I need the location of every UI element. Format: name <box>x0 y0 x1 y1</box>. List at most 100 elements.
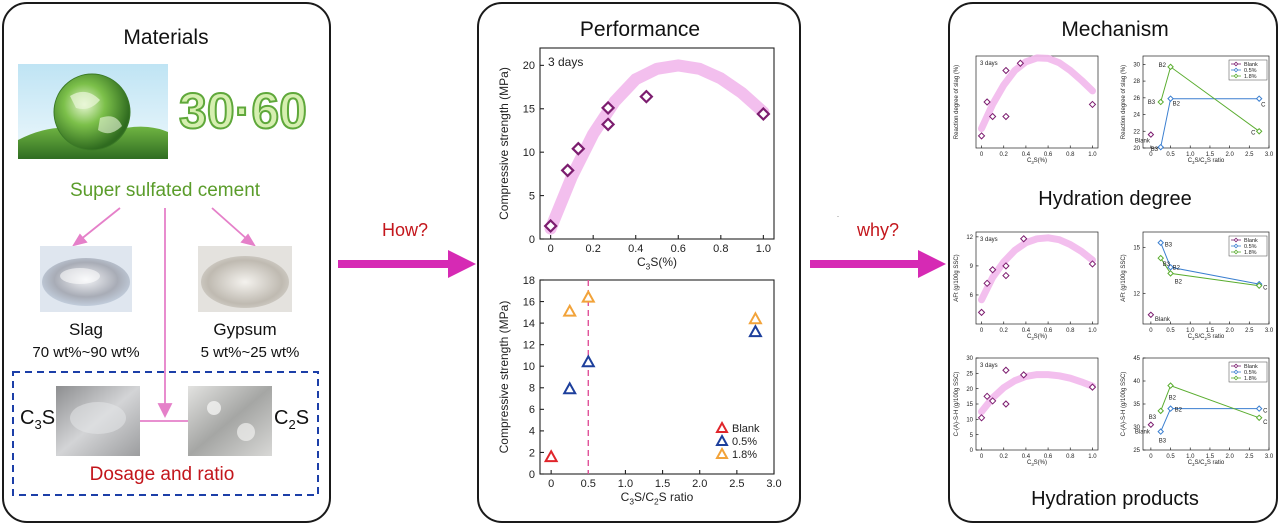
gypsum-label: Gypsum <box>213 320 276 339</box>
x-tick-label: 0.2 <box>586 243 601 255</box>
performance-top-chart: 0 0.2 0.4 0.6 0.8 1.0 0 5 10 15 20 C3S(%) Compressiv… <box>497 47 775 272</box>
legend-marker <box>715 446 729 459</box>
y-tick-label: 30 <box>966 356 973 362</box>
x-tick-label: 3.0 <box>766 478 781 490</box>
data-point-diamond <box>977 414 986 422</box>
point-label: B3 <box>1148 100 1156 106</box>
plot-frame <box>539 47 775 240</box>
point-label: C <box>1263 409 1268 415</box>
data-point-diamond <box>1147 421 1155 429</box>
plot-frame <box>539 279 775 475</box>
point-label: Blank <box>1135 139 1151 145</box>
point-label: B2 <box>1175 408 1183 414</box>
x-tick-label: 0.4 <box>1022 328 1031 334</box>
y-tick-label: 2 <box>529 447 535 459</box>
y-tick-label: 45 <box>1133 356 1140 362</box>
x-tick-label: 3.0 <box>1265 328 1274 334</box>
y-axis-label: AFt (g/100g SSC) <box>954 254 960 301</box>
legend-label: Blank <box>1244 62 1258 68</box>
c3s-label: C3S <box>20 407 55 432</box>
x-tick-label: 0 <box>548 243 554 255</box>
data-point-diamond <box>1255 127 1263 135</box>
performance-bottom-chart: 0 0.5 1.0 1.5 2.0 2.5 3.0 0 2 4 6 8 10 12 14 16 18 C3S/C2… <box>497 275 782 507</box>
why-arrow-shape <box>810 250 946 278</box>
y-tick-label: 0 <box>529 234 535 246</box>
material-arrows <box>72 207 256 422</box>
materials-panel: Materials 30·60 Super sulfated cement <box>2 2 331 523</box>
y-tick-label: 6 <box>970 293 974 299</box>
legend-marker <box>1233 369 1239 375</box>
c2s-image <box>188 386 272 456</box>
y-tick-label: 10 <box>523 361 535 373</box>
y-tick-label: 12 <box>1133 291 1140 297</box>
data-point-diamond <box>639 89 654 104</box>
x-tick-label: 0.6 <box>1044 454 1053 460</box>
x-tick-label: 1.0 <box>618 478 633 490</box>
point-label: B2 <box>1159 63 1167 69</box>
y-tick-label: 12 <box>966 235 973 241</box>
legend-label: 0.5% <box>732 436 757 448</box>
point-label: Blank <box>1135 430 1151 436</box>
data-point-triangle <box>562 381 577 395</box>
y-tick-label: 12 <box>523 340 535 352</box>
y-axis-label: AFt (g/100g SSC) <box>1121 254 1127 301</box>
data-point-diamond <box>1088 100 1097 109</box>
why-label: why? <box>856 220 899 240</box>
gypsum-range: 5 wt%~25 wt% <box>201 344 300 361</box>
x-tick-label: 1.5 <box>1206 328 1215 334</box>
y-tick-label: 28 <box>1133 79 1140 85</box>
point-label: B3 <box>1163 262 1171 268</box>
annotation-3-days: 3 days <box>980 61 998 67</box>
x-tick-label: 0.2 <box>1000 454 1009 460</box>
data-point-triangle <box>748 324 763 338</box>
x-tick-label: 0.6 <box>1044 328 1053 334</box>
y-axis-label: C-(A)-S-H (g/100g SSC) <box>1121 372 1127 437</box>
legend-label: 1.8% <box>1244 74 1257 80</box>
y-tick-label: 24 <box>1133 113 1140 119</box>
x-tick-label: 0.6 <box>1044 152 1053 158</box>
mechanism-csh-right-chart: 0 0.5 1.0 1.5 2.0 2.5 3.0 25 30 35 40 45 C3S/C2S rat… <box>1121 356 1274 467</box>
y-tick-label: 18 <box>523 275 535 287</box>
data-point-triangle <box>581 289 596 303</box>
data-point-triangle <box>748 311 763 325</box>
point-label: B2 <box>1169 396 1177 402</box>
data-point-diamond <box>1019 235 1028 243</box>
y-tick-label: 8 <box>529 383 535 395</box>
data-point-diamond <box>1255 282 1263 289</box>
super-sulfated-label: Super sulfated cement <box>70 180 261 201</box>
arrow-to-slag-head <box>72 233 88 247</box>
y-tick-label: 0 <box>970 448 974 454</box>
legend-marker <box>1233 363 1239 369</box>
trend-band <box>978 54 1096 133</box>
x-tick-label: 1.0 <box>1186 152 1195 158</box>
x-tick-label: 0.8 <box>1066 328 1075 334</box>
annotation-3-days: 3 days <box>548 55 583 69</box>
legend-marker <box>1233 61 1239 67</box>
y-tick-label: 5 <box>970 433 974 439</box>
y-tick-label: 15 <box>523 104 535 116</box>
data-point-diamond <box>988 266 997 274</box>
data-point-diamond <box>1167 382 1174 389</box>
x-tick-label: 2.0 <box>1225 328 1234 334</box>
point-label: B3 <box>1165 243 1173 249</box>
data-point-diamond <box>1147 131 1155 138</box>
legend-marker <box>1233 249 1239 255</box>
globe-highlight <box>70 91 100 109</box>
x-axis-label: C3S(%) <box>1027 460 1047 467</box>
y-tick-label: 35 <box>1133 402 1140 408</box>
globe-continent <box>98 116 122 134</box>
x-tick-label: 0.5 <box>1166 328 1175 334</box>
data-point-diamond <box>1002 262 1010 270</box>
x-tick-label: 0.2 <box>1000 152 1009 158</box>
legend-label: 1.8% <box>732 449 757 461</box>
y-tick-label: 22 <box>1133 129 1140 135</box>
x-tick-label: 0.6 <box>671 243 686 255</box>
data-point-diamond <box>1157 428 1165 435</box>
legend-box <box>1228 361 1268 383</box>
point-label: B3 <box>1149 415 1157 421</box>
data-point-diamond <box>1002 366 1010 374</box>
x-tick-label: 0 <box>980 454 984 460</box>
data-point-diamond <box>977 132 986 140</box>
legend-label: Blank <box>1244 238 1258 244</box>
point-label: B2 <box>1173 265 1181 271</box>
